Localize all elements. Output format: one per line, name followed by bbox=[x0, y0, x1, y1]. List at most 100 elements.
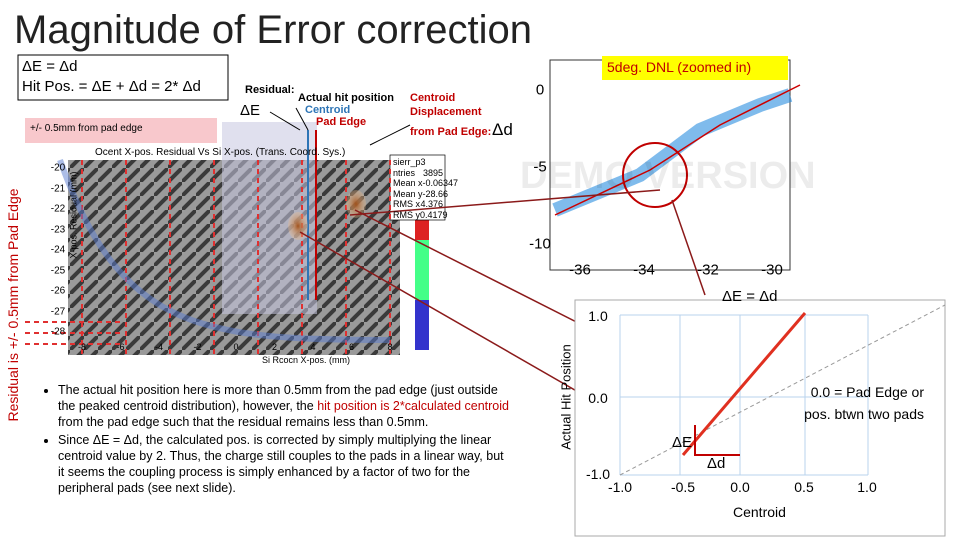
zoom-circle bbox=[622, 142, 688, 208]
zoom-band bbox=[552, 88, 793, 217]
tick-label: -26 bbox=[50, 285, 66, 297]
tick-label: 1.0 bbox=[588, 308, 608, 324]
diagram-y-label: Actual Hit Position bbox=[558, 344, 574, 450]
tick-label: -24 bbox=[50, 244, 66, 256]
diagram-line bbox=[681, 312, 807, 456]
legend-text: Residual: bbox=[245, 84, 295, 96]
pad-edge-lines bbox=[25, 160, 391, 355]
stats-row: Mean x -0.06347 bbox=[393, 178, 458, 189]
tick-label: -20 bbox=[50, 162, 66, 174]
tick-label: -23 bbox=[50, 224, 66, 235]
stats-cell: sierr_p3 bbox=[393, 157, 426, 167]
stats-row: sierr_p3 bbox=[393, 157, 443, 168]
diagram-note: pos. btwn two pads bbox=[804, 406, 924, 422]
legend-text: Pad Edge bbox=[316, 116, 367, 128]
residual-band bbox=[57, 159, 391, 343]
tick-label: 2 bbox=[271, 342, 278, 352]
stats-cell: Mean y bbox=[393, 188, 423, 199]
side-label: Residual is +/- 0.5mm from Pad Edge bbox=[5, 188, 21, 422]
bullet-text: from the pad edge such that the residual… bbox=[58, 415, 429, 429]
bullet: Since ΔE = Δd, the calculated pos. is co… bbox=[58, 432, 510, 496]
tick-label: -2 bbox=[193, 342, 202, 352]
tick-label: -21 bbox=[50, 183, 66, 194]
tick-label: 0.0 bbox=[588, 390, 608, 406]
stats-cell: -0.06347 bbox=[422, 178, 459, 188]
stats-row: RMS x 4.376 bbox=[393, 199, 443, 210]
diagram-title: ΔE = Δd bbox=[722, 288, 778, 305]
tick-label: -8 bbox=[77, 342, 87, 352]
legend-text: Centroid bbox=[305, 104, 351, 116]
legend-text: Displacement bbox=[410, 106, 482, 118]
watermark: DEMO VERSION bbox=[520, 155, 816, 197]
legend-text: from Pad Edge: bbox=[410, 126, 492, 138]
stats-cell: 4.376 bbox=[420, 199, 443, 209]
diagram-diagonal bbox=[619, 304, 946, 476]
stats-row: Mean y -28.66 bbox=[393, 188, 448, 200]
pink-box bbox=[25, 118, 217, 143]
bullet-text: The actual hit position here is more tha… bbox=[58, 383, 498, 413]
diagram-frame bbox=[574, 299, 946, 537]
tick-label: -22 bbox=[50, 203, 66, 215]
arrow bbox=[671, 199, 706, 296]
stats-cell: Mean x bbox=[393, 178, 423, 188]
formula-box bbox=[17, 54, 229, 101]
arrow bbox=[354, 209, 613, 341]
zoom-label-box bbox=[602, 56, 788, 80]
tick-label: -1.0 bbox=[607, 479, 633, 495]
stats-row: RMS y 0.4179 bbox=[393, 209, 448, 221]
tick-label: 0 bbox=[233, 342, 239, 352]
delta-marker bbox=[694, 425, 740, 456]
hit-marker bbox=[346, 190, 366, 218]
stats-cell: 0.4179 bbox=[420, 209, 448, 220]
bullet: The actual hit position here is more tha… bbox=[58, 382, 510, 430]
bullet-text: Since ΔE = Δd, the calculated pos. is co… bbox=[58, 433, 504, 495]
stats-cell: RMS y bbox=[393, 209, 420, 220]
tick-label: -4 bbox=[154, 342, 164, 352]
tick-label: -6 bbox=[116, 342, 125, 352]
diagram-grid bbox=[619, 314, 869, 476]
zoom-frame bbox=[549, 59, 791, 271]
tick-label: 0 bbox=[535, 81, 545, 99]
histogram-title: Ocent X-pos. Residual Vs Si X-pos. (Tran… bbox=[95, 147, 346, 158]
tick-label: -5 bbox=[533, 158, 547, 176]
stats-cell: ntries bbox=[393, 167, 416, 178]
tick-label: -28 bbox=[50, 326, 66, 338]
tick-label: -0.5 bbox=[670, 479, 696, 495]
hit-marker bbox=[288, 212, 308, 240]
tick-label: 1.0 bbox=[857, 479, 877, 495]
tick-label: 4 bbox=[310, 342, 316, 352]
bullets: The actual hit position here is more tha… bbox=[40, 382, 510, 498]
stats-row: ntries 3895 bbox=[393, 168, 443, 179]
diagram-delta: Δd bbox=[707, 455, 726, 472]
diagram-delta: ΔE bbox=[672, 434, 693, 451]
tick-label: -10 bbox=[529, 235, 551, 253]
tick-label: -1.0 bbox=[585, 466, 611, 482]
bullet-text: hit position is 2*calculated centroid bbox=[317, 399, 509, 413]
legend-text: Centroid bbox=[410, 92, 456, 104]
zoom-label: 5deg. DNL (zoomed in) bbox=[607, 59, 752, 75]
tick-label: -36 bbox=[569, 261, 591, 279]
formula: Hit Pos. = ΔE + Δd = 2* Δd bbox=[22, 78, 201, 95]
histogram-y-label: X-pos. Residual (mm) bbox=[68, 171, 79, 259]
stats-cell: 3895 bbox=[422, 167, 443, 178]
tick-label: -25 bbox=[50, 265, 66, 276]
tick-label: -32 bbox=[697, 261, 719, 279]
stats-cell: RMS x bbox=[393, 199, 420, 209]
arrow bbox=[349, 189, 661, 216]
legend-text: Actual hit position bbox=[298, 92, 394, 104]
tick-label: -27 bbox=[50, 306, 66, 317]
zoom-line bbox=[554, 84, 801, 216]
legend-text: Δd bbox=[492, 120, 513, 139]
pink-label: +/- 0.5mm from pad edge bbox=[30, 123, 143, 134]
stats: sierr_p3 ntries 3895 Mean x -0.06347 Mean y -2… bbox=[393, 157, 458, 221]
colorbar-bottom bbox=[415, 300, 429, 350]
legend-text: ΔE bbox=[240, 102, 261, 119]
formula: ΔE = Δd bbox=[22, 58, 78, 75]
tick-label: 6 bbox=[348, 342, 355, 352]
tick-label: 0.5 bbox=[794, 479, 814, 495]
tick-label: 8 bbox=[387, 342, 393, 352]
title: Magnitude of Error correction bbox=[14, 8, 533, 52]
tick-label: -34 bbox=[633, 261, 655, 279]
tick-label: -30 bbox=[761, 261, 783, 279]
